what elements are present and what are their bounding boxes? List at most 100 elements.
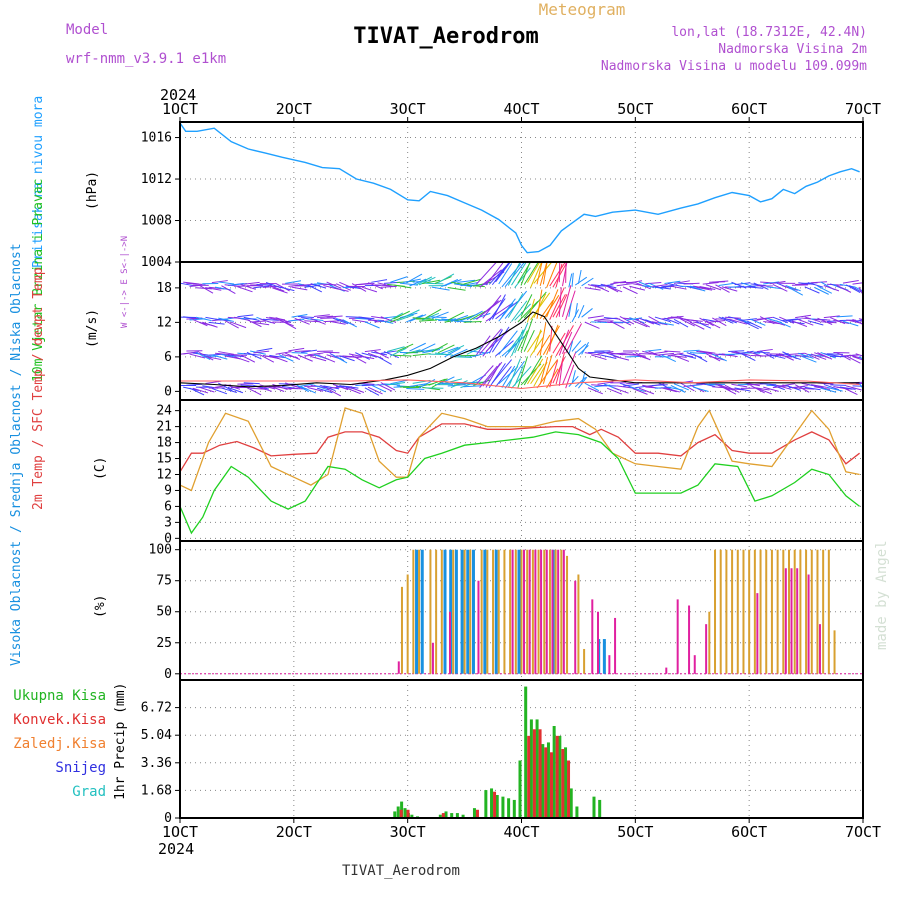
wind-barb	[833, 319, 850, 325]
wind-barb	[549, 261, 566, 287]
wind-barb	[603, 284, 619, 293]
precip-legend-item: Ukupna Kisa	[13, 688, 106, 704]
temp-line	[179, 407, 860, 492]
wind-barb	[775, 384, 792, 390]
wind-barb	[240, 354, 256, 363]
wind-barb	[785, 285, 801, 292]
wind-barb	[406, 314, 424, 323]
wind-barb	[817, 285, 832, 294]
wind-barb	[488, 363, 506, 389]
wind-barb	[533, 329, 542, 353]
wind-barb	[396, 343, 414, 352]
precip-bar	[538, 729, 542, 818]
wind-barb	[523, 330, 535, 352]
wind-barb	[673, 318, 689, 328]
wind-barb	[399, 282, 418, 286]
wind-barb	[485, 303, 512, 322]
wind-barb	[390, 379, 409, 385]
wind-barb	[820, 321, 837, 324]
watermark: made by Angel	[874, 540, 890, 650]
wind-barb	[734, 351, 751, 356]
wind-barb	[275, 351, 292, 355]
wind-barb	[224, 320, 239, 329]
wind-barb	[291, 286, 308, 291]
wind-barb	[693, 386, 709, 392]
wind-barb	[673, 383, 689, 391]
wind-barb	[520, 294, 533, 317]
wind-barb	[243, 382, 260, 385]
wind-barb	[418, 343, 436, 353]
wind-barb	[664, 350, 681, 353]
wind-barb	[294, 350, 311, 353]
wind-barb	[820, 387, 837, 393]
wind-barb	[406, 350, 425, 354]
time-axis-top: 1OCT 2OCT 3OCT 4OCT 5OCT 6OCT 7OCT	[162, 100, 881, 122]
precip-bar	[396, 806, 400, 818]
wind-barb	[272, 355, 288, 363]
precip-bar	[598, 799, 602, 818]
wind-barb	[801, 355, 817, 363]
precip-bar	[541, 744, 545, 818]
wind-barb	[476, 335, 491, 356]
wind-barb	[610, 320, 625, 330]
wind-barb	[259, 354, 275, 363]
wind-barb	[546, 261, 558, 288]
wind-barb	[387, 381, 406, 386]
precip-bar	[501, 796, 505, 818]
wind-barb	[208, 321, 225, 325]
wind-barb	[670, 285, 687, 290]
wind-barb	[558, 363, 563, 386]
wind-barb	[584, 352, 601, 356]
y-tick-label: 0	[164, 384, 172, 399]
wind-barb	[278, 286, 295, 292]
wind-barb	[511, 300, 528, 322]
wind-barb	[632, 388, 648, 395]
wind-barb	[635, 352, 651, 361]
wind-barb	[645, 348, 662, 352]
wind-barb	[855, 287, 864, 292]
wind-barb	[673, 355, 690, 362]
cloud-title: Visoka Oblacnost / Srednja Oblacnost / N…	[9, 243, 24, 666]
wind-barb	[294, 317, 310, 325]
wind-barb	[523, 261, 539, 285]
wind-barb	[769, 280, 786, 285]
wind-barb	[785, 353, 801, 361]
wind-barb	[558, 287, 562, 317]
wind-barb	[386, 312, 404, 323]
wind-barb	[574, 343, 587, 354]
wind-barb	[425, 282, 444, 285]
precip-bar	[393, 811, 397, 818]
wind-barb	[243, 281, 260, 285]
wind-barb	[278, 354, 294, 362]
wind-barb	[288, 347, 305, 352]
wind-barb	[262, 318, 279, 321]
x-tick-label: 5OCT	[617, 823, 653, 841]
wind-barb	[555, 294, 568, 318]
wind-barb	[638, 387, 655, 395]
wind-barb	[431, 311, 449, 320]
wind-barb	[705, 320, 721, 329]
wind-barb	[230, 353, 248, 356]
wind-barb	[342, 319, 358, 328]
wind-barb	[460, 354, 479, 357]
wind-barb	[332, 287, 349, 292]
wind-barb	[393, 354, 412, 357]
wind-barb	[788, 352, 805, 356]
wind-barb	[539, 356, 549, 385]
precip-bar	[461, 814, 465, 818]
precip-bar	[575, 806, 579, 818]
wind-barb	[574, 376, 586, 388]
wind-barb	[782, 318, 799, 322]
wind-barb	[670, 385, 686, 393]
wind-barb	[326, 388, 342, 397]
wind-barb	[798, 352, 814, 359]
wind-barb	[250, 320, 267, 323]
wind-barb	[275, 282, 290, 292]
wind-barb	[533, 261, 553, 284]
precip-bar	[518, 760, 522, 818]
temp-ylabel: (C)	[93, 457, 108, 480]
wind-barb	[517, 356, 528, 389]
wind-barb	[571, 272, 574, 287]
wind-barb	[396, 314, 414, 322]
wind-barb	[769, 354, 786, 359]
